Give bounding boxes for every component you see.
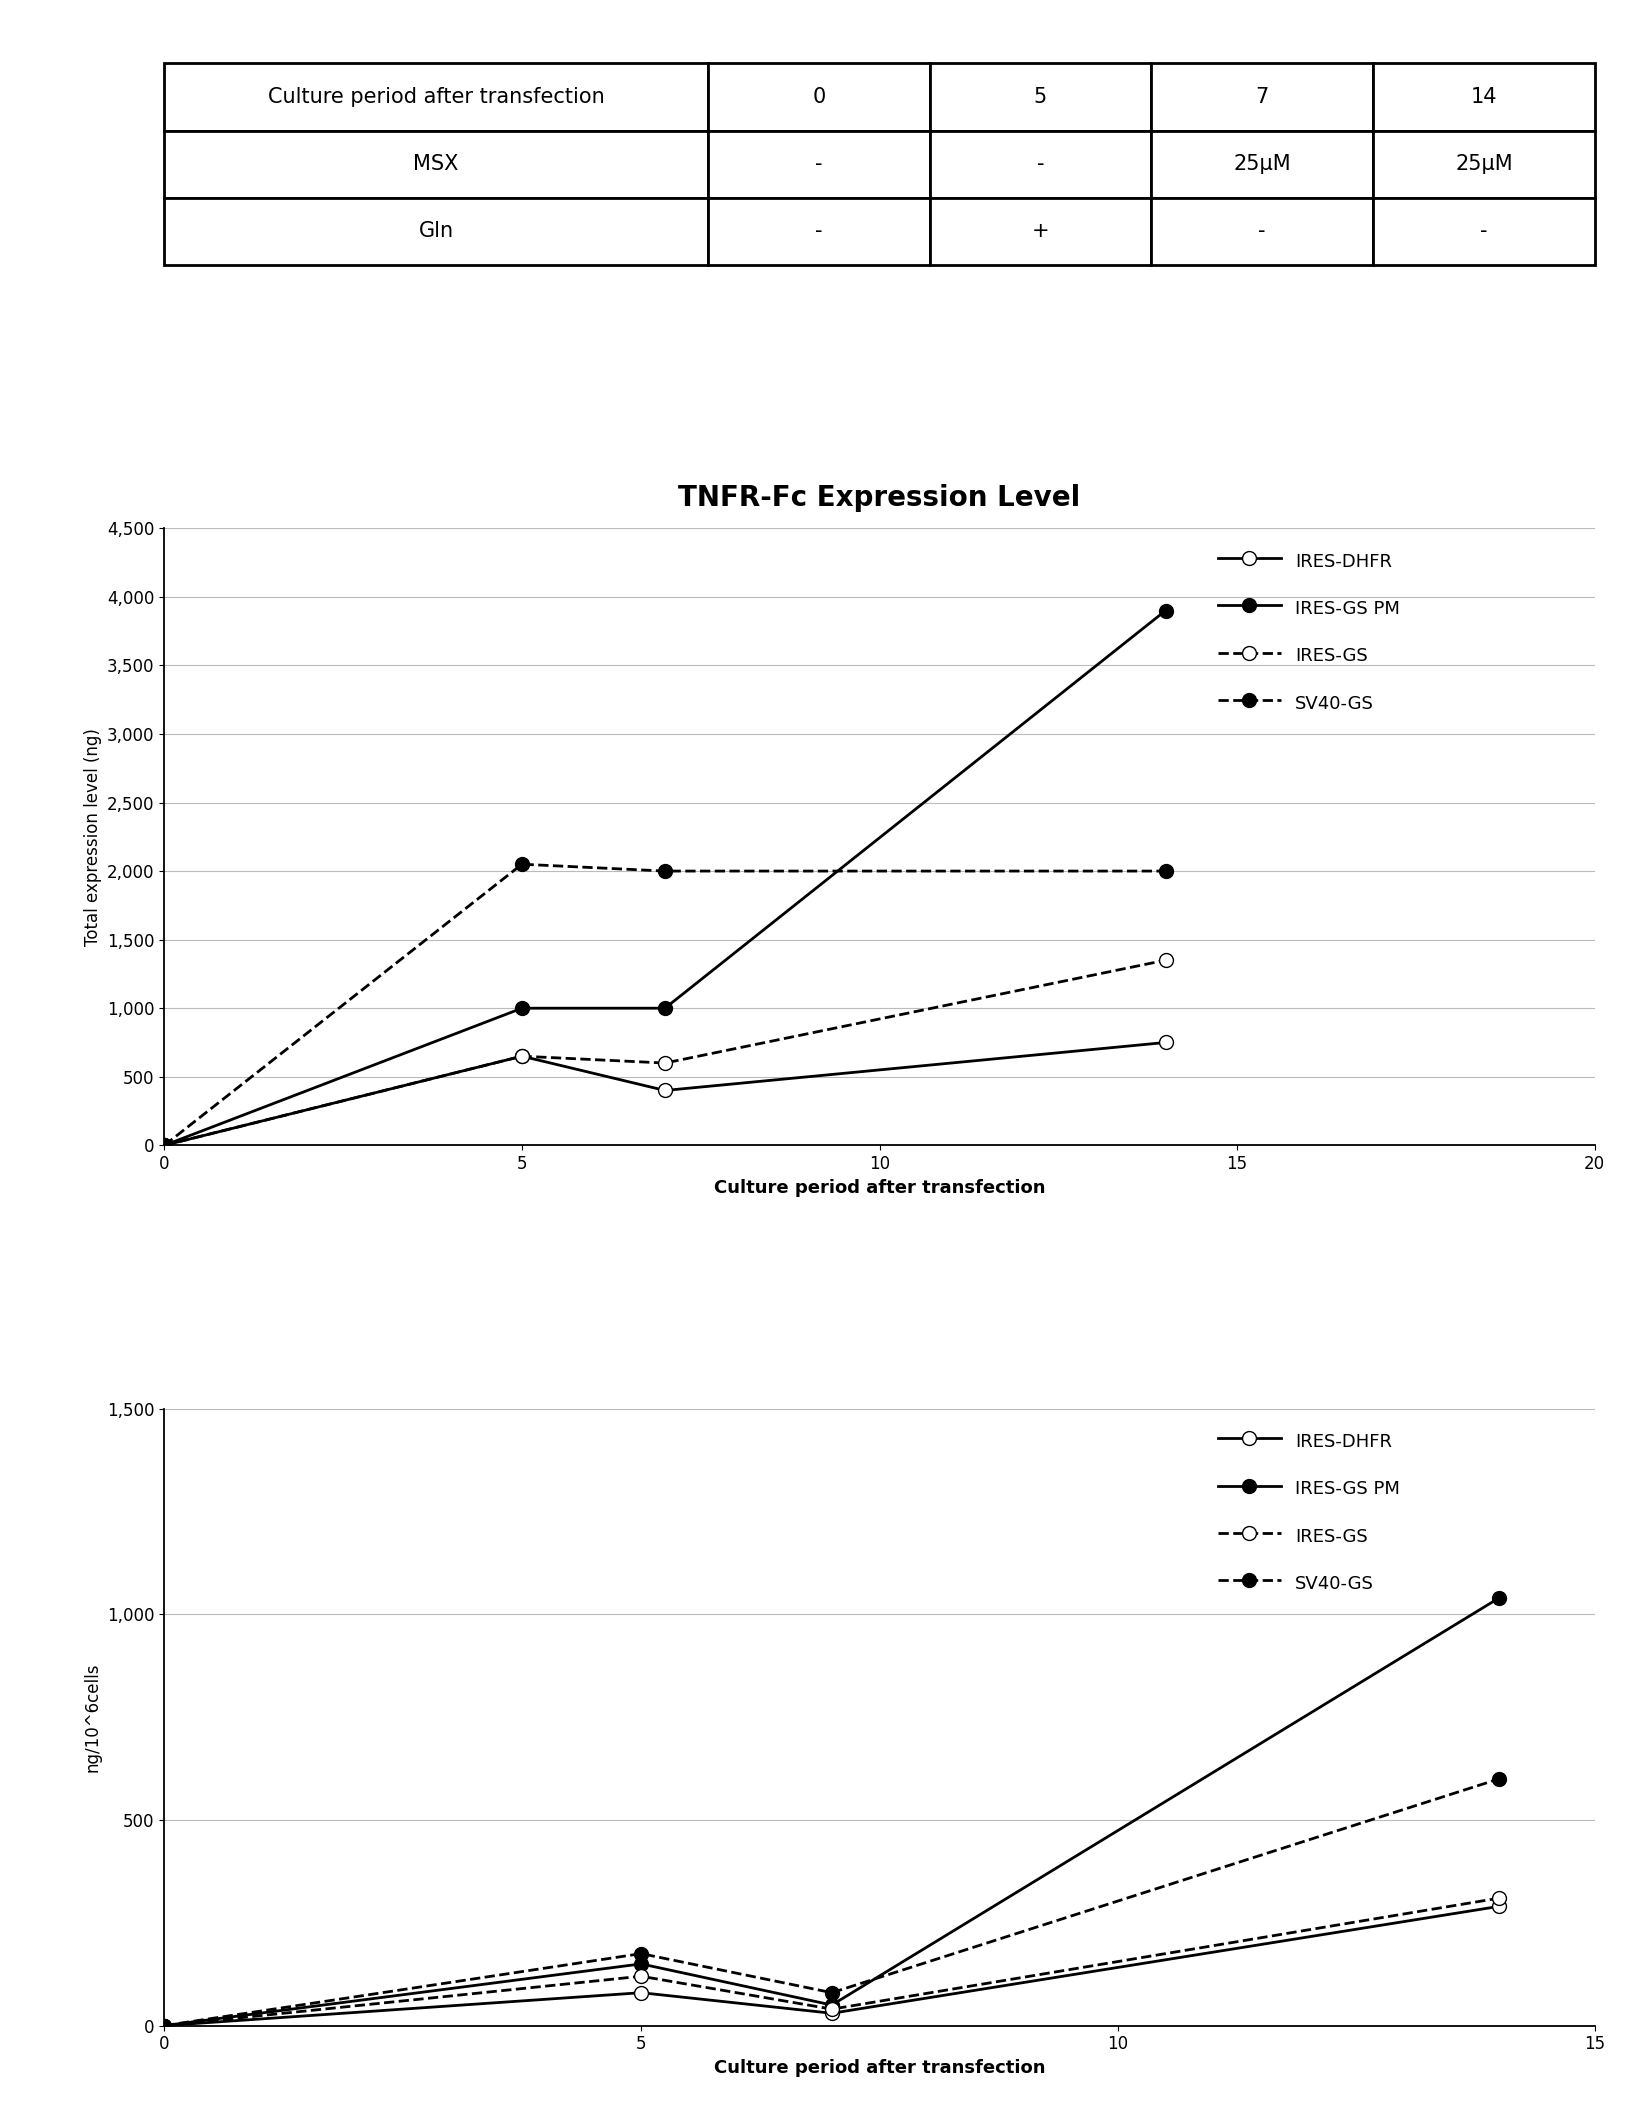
Title: TNFR-Fc Expression Level: TNFR-Fc Expression Level: [679, 483, 1080, 513]
FancyBboxPatch shape: [709, 63, 929, 131]
FancyBboxPatch shape: [929, 63, 1151, 131]
Text: 25μM: 25μM: [1455, 154, 1512, 175]
Legend: IRES-DHFR, IRES-GS PM, IRES-GS, SV40-GS: IRES-DHFR, IRES-GS PM, IRES-GS, SV40-GS: [1218, 549, 1401, 713]
Legend: IRES-DHFR, IRES-GS PM, IRES-GS, SV40-GS: IRES-DHFR, IRES-GS PM, IRES-GS, SV40-GS: [1218, 1431, 1401, 1593]
FancyBboxPatch shape: [164, 63, 709, 131]
FancyBboxPatch shape: [1151, 198, 1373, 266]
Text: 5: 5: [1034, 87, 1047, 108]
Text: 7: 7: [1256, 87, 1269, 108]
X-axis label: Culture period after transfection: Culture period after transfection: [713, 1179, 1046, 1196]
FancyBboxPatch shape: [1151, 131, 1373, 198]
FancyBboxPatch shape: [1151, 63, 1373, 131]
Text: -: -: [815, 222, 822, 241]
X-axis label: Culture period after transfection: Culture period after transfection: [713, 2059, 1046, 2076]
Text: 0: 0: [812, 87, 825, 108]
FancyBboxPatch shape: [929, 198, 1151, 266]
Text: -: -: [1037, 154, 1044, 175]
FancyBboxPatch shape: [164, 198, 709, 266]
FancyBboxPatch shape: [164, 131, 709, 198]
Y-axis label: ng/10^6cells: ng/10^6cells: [84, 1663, 102, 1772]
Text: -: -: [815, 154, 822, 175]
Text: -: -: [1480, 222, 1488, 241]
FancyBboxPatch shape: [1373, 63, 1595, 131]
FancyBboxPatch shape: [1373, 131, 1595, 198]
Text: 25μM: 25μM: [1233, 154, 1291, 175]
FancyBboxPatch shape: [1373, 198, 1595, 266]
FancyBboxPatch shape: [709, 198, 929, 266]
FancyBboxPatch shape: [929, 131, 1151, 198]
FancyBboxPatch shape: [709, 131, 929, 198]
Y-axis label: Total expression level (ng): Total expression level (ng): [84, 728, 102, 945]
Text: Culture period after transfection: Culture period after transfection: [268, 87, 605, 108]
Text: +: +: [1032, 222, 1049, 241]
Text: Gln: Gln: [419, 222, 454, 241]
Text: MSX: MSX: [413, 154, 459, 175]
Text: -: -: [1258, 222, 1266, 241]
Text: 14: 14: [1471, 87, 1498, 108]
